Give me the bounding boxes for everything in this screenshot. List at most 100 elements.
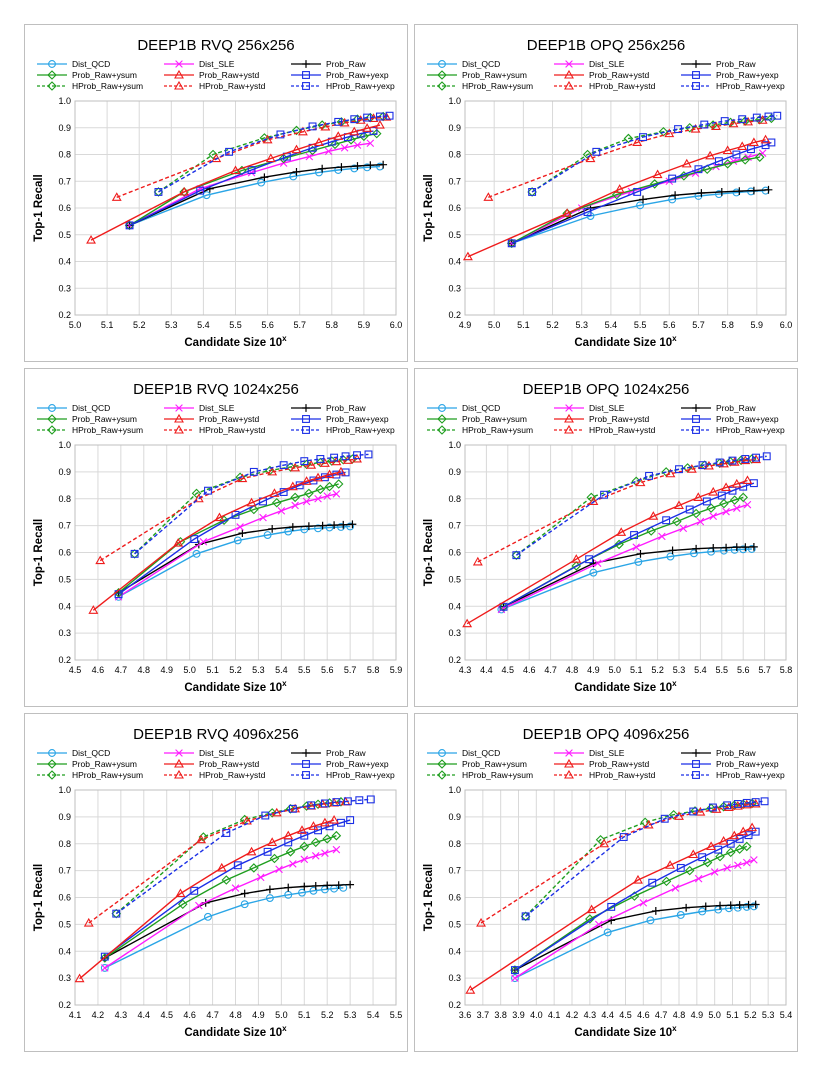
data-point: [722, 507, 730, 516]
data-point: [738, 826, 749, 836]
x-axis-label: Candidate Size 10x: [574, 679, 677, 694]
legend-label: Prob_Raw+ystd: [589, 759, 650, 769]
data-point: [362, 123, 373, 132]
legend-label: Prob_Raw+ystd: [199, 70, 260, 80]
data-point: [734, 861, 742, 870]
y-tick-label: 0.7: [58, 176, 71, 186]
series-line: [90, 124, 381, 241]
chart-panel-opq-1024: DEEP1B OPQ 1024x256 Dist_QCD Dist_SLE Prob_…: [414, 368, 798, 707]
data-point: [733, 800, 742, 808]
data-point: [739, 545, 748, 554]
chart-title: DEEP1B RVQ 1024x256: [133, 381, 299, 398]
data-point: [521, 912, 530, 921]
data-point: [742, 858, 751, 867]
data-point: [761, 141, 770, 150]
legend-label: Prob_Raw+ystd: [199, 759, 260, 769]
x-tick-label: 5.2: [133, 320, 146, 330]
series-prob-raw-ysum: [506, 152, 765, 249]
series-line: [129, 165, 381, 227]
y-tick-label: 0.4: [448, 601, 461, 611]
legend-marker: [302, 82, 310, 90]
x-axis-label-superscript: x: [282, 1024, 287, 1033]
data-point: [729, 495, 740, 505]
x-tick-label: 4.7: [655, 1010, 668, 1020]
legend-marker: [692, 749, 700, 757]
legend-label: HProb_Raw+ystd: [199, 81, 266, 91]
data-point: [153, 187, 164, 197]
data-point: [652, 169, 663, 179]
x-tick-label: 4.5: [619, 1010, 632, 1020]
legend-entry-hprob-raw-ysum: HProb_Raw+ysum: [37, 770, 143, 780]
data-point: [697, 189, 706, 197]
data-point: [337, 523, 345, 531]
legend-marker: [174, 758, 184, 768]
y-tick-label: 0.5: [58, 919, 71, 929]
x-tick-label: 4.9: [691, 1010, 704, 1020]
series-prob-raw-ystd: [74, 814, 340, 983]
legend-label: Dist_SLE: [589, 748, 625, 758]
data-point: [676, 863, 685, 872]
x-tick-label: 5.1: [517, 320, 530, 330]
legend-label: Dist_QCD: [72, 59, 110, 69]
x-tick-label: 5.1: [101, 320, 114, 330]
legend-marker: [438, 404, 446, 412]
series-line: [104, 819, 351, 958]
data-point: [750, 542, 758, 551]
legend-entry-prob-raw: Prob_Raw: [681, 403, 757, 413]
data-point: [721, 482, 732, 492]
legend-entry-hprob-raw-yexp: HProb_Raw+yexp: [291, 770, 395, 780]
legend-label: HProb_Raw+yexp: [716, 770, 785, 780]
data-point: [674, 125, 682, 134]
data-point: [740, 155, 750, 165]
data-point: [269, 488, 280, 497]
legend-label: HProb_Raw+ystd: [199, 770, 266, 780]
legend-marker: [437, 81, 447, 91]
data-point: [752, 453, 760, 462]
data-point: [760, 797, 769, 806]
x-tick-label: 3.7: [477, 1010, 490, 1020]
data-point: [311, 852, 320, 860]
x-tick-label: 4.9: [587, 665, 600, 675]
data-point: [240, 900, 249, 909]
data-point: [325, 523, 334, 532]
data-point: [499, 602, 508, 611]
legend-entry-dist-sle: Dist_SLE: [554, 403, 625, 413]
data-point: [300, 882, 309, 891]
x-axis-label: Candidate Size 10x: [184, 679, 287, 694]
y-tick-label: 0.6: [58, 203, 71, 213]
data-point: [664, 128, 675, 138]
x-tick-label: 5.4: [605, 320, 618, 330]
data-point: [196, 186, 205, 195]
chart-title: DEEP1B OPQ 4096x256: [523, 726, 690, 743]
data-point: [279, 461, 288, 470]
series-line: [118, 493, 337, 598]
x-tick-label: 5.7: [692, 320, 705, 330]
x-tick-label: 5.8: [780, 665, 793, 675]
data-point: [297, 825, 307, 834]
legend-marker: [174, 413, 184, 423]
series-line: [467, 139, 766, 258]
data-point: [696, 517, 705, 526]
data-point: [268, 524, 277, 533]
data-point: [709, 544, 718, 552]
data-point: [639, 195, 647, 204]
series-dist-sle: [497, 500, 752, 614]
series-line: [480, 803, 756, 924]
series-dist-qcd: [497, 545, 756, 614]
x-tick-label: 5.5: [229, 320, 242, 330]
series-line: [466, 479, 748, 625]
x-tick-label: 5.3: [344, 1010, 357, 1020]
data-point: [639, 133, 647, 142]
data-point: [702, 497, 711, 506]
x-axis-label-text: Candidate Size 10: [574, 337, 672, 349]
legend-label: Prob_Raw+ysum: [462, 70, 527, 80]
series-line: [79, 819, 335, 980]
data-point: [249, 467, 258, 476]
data-point: [287, 481, 298, 491]
data-point: [363, 113, 372, 122]
y-tick-label: 0.5: [448, 574, 461, 584]
y-tick-label: 1.0: [58, 96, 71, 106]
legend-marker: [175, 60, 183, 68]
x-tick-label: 5.8: [367, 665, 380, 675]
x-tick-label: 4.6: [523, 665, 536, 675]
